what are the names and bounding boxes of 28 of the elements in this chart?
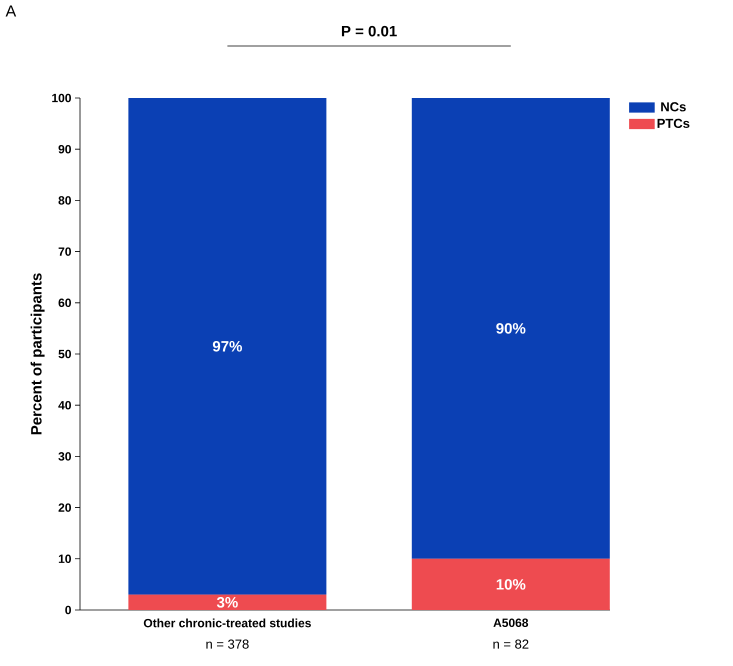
- y-axis-title: Percent of participants: [30, 273, 45, 434]
- data-label: 90%: [496, 323, 526, 334]
- bar: [412, 98, 610, 559]
- y-tick-label: 10: [58, 554, 71, 564]
- text: P = 0.01: [342, 26, 397, 36]
- y-tick-label: 60: [58, 298, 71, 308]
- text: n = 82: [493, 640, 528, 649]
- bar: [128, 98, 326, 595]
- text: A: [6, 6, 16, 17]
- data-label: 10%: [496, 579, 526, 590]
- y-tick-label: 50: [58, 350, 71, 358]
- x-tick-label: Other chronic-treated studies: [144, 618, 311, 628]
- y-tick-label: 100: [52, 94, 71, 102]
- y-tick-label: 30: [58, 452, 71, 461]
- y-tick-label: 0: [65, 606, 71, 614]
- bar: [412, 558, 610, 610]
- bar: [128, 594, 326, 610]
- data-label: 3%: [216, 596, 238, 608]
- y-tick-label: 90: [58, 144, 71, 154]
- text: n = 378: [206, 640, 249, 649]
- data-label: 97%: [212, 340, 242, 352]
- y-tick-label: 40: [58, 400, 71, 410]
- x-tick-label: A5068: [493, 618, 528, 628]
- y-tick-label: 20: [58, 503, 71, 512]
- y-tick-label: 80: [58, 196, 71, 205]
- legend-label: NCs: [661, 102, 686, 112]
- legend-label: PTCs: [658, 118, 690, 128]
- y-tick-label: 70: [58, 247, 71, 256]
